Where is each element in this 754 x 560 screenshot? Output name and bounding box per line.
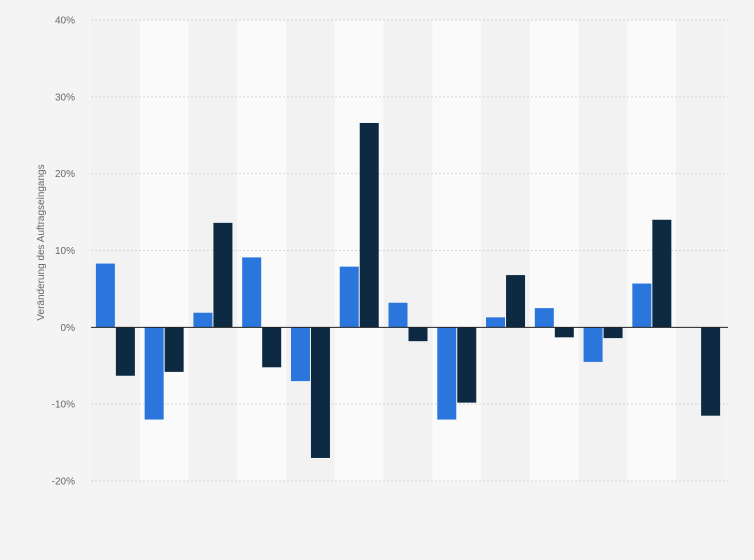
bar-series-2[interactable] (359, 122, 379, 328)
bar-series-2[interactable] (164, 327, 184, 372)
y-tick-label: -20% (52, 477, 75, 488)
y-tick-label: -10% (52, 400, 75, 411)
y-tick-label: 30% (55, 92, 75, 103)
bar-series-2[interactable] (310, 327, 330, 458)
bar-series-2[interactable] (262, 327, 282, 368)
category-band (237, 20, 287, 481)
bar-series-1[interactable] (534, 308, 554, 328)
bar-series-2[interactable] (701, 327, 721, 416)
bar-series-1[interactable] (583, 327, 603, 362)
y-axis-title: Veränderung des Auftragseingangs (36, 164, 47, 320)
bar-series-1[interactable] (632, 283, 652, 328)
bar-series-1[interactable] (144, 327, 164, 420)
bar-series-2[interactable] (603, 327, 623, 339)
bar-series-2[interactable] (213, 222, 233, 328)
category-band (529, 20, 579, 481)
y-tick-label: 20% (55, 169, 75, 180)
y-tick-label: 0% (61, 323, 76, 334)
bar-series-1[interactable] (437, 327, 457, 420)
bar-series-2[interactable] (506, 275, 526, 328)
bar-series-2[interactable] (408, 327, 428, 342)
bar-series-1[interactable] (290, 327, 310, 382)
bar-series-1[interactable] (388, 302, 408, 328)
bar-series-2[interactable] (115, 327, 135, 376)
bar-series-1[interactable] (95, 263, 115, 328)
y-axis-ticks: 40% 30% 20% 10% 0% -10% -20% (52, 16, 75, 488)
category-band (481, 20, 530, 481)
bar-series-1[interactable] (486, 317, 506, 328)
bar-series-2[interactable] (652, 219, 672, 328)
bar-series-1[interactable] (193, 312, 213, 328)
y-tick-label: 10% (55, 246, 75, 257)
bar-series-2[interactable] (457, 327, 477, 403)
bar-series-1[interactable] (339, 266, 359, 328)
y-tick-label: 40% (55, 16, 75, 27)
bar-series-2[interactable] (554, 327, 574, 338)
bar-series-1[interactable] (242, 257, 262, 328)
bars (95, 122, 721, 458)
